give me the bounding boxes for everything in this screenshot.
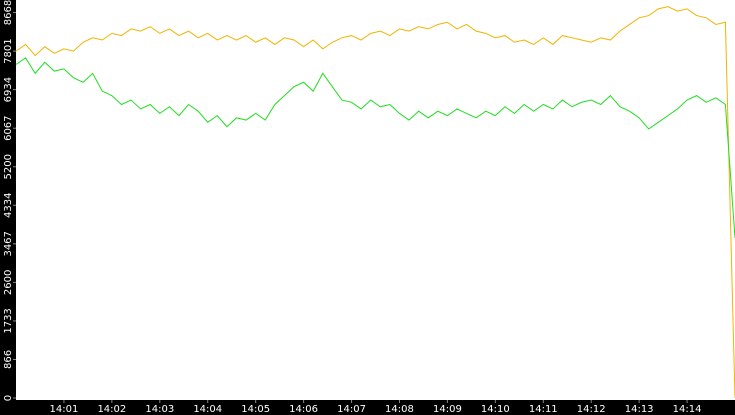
y-tick-label: 0 — [3, 395, 14, 401]
series-line — [15, 6, 735, 399]
x-tick-label: 14:06 — [289, 404, 318, 415]
y-tick-label: 866 — [3, 350, 14, 369]
y-tick-label: 2600 — [3, 270, 14, 295]
y-tick-label: 3467 — [3, 231, 14, 256]
x-tick-label: 14:11 — [529, 404, 558, 415]
plot-area — [16, 0, 735, 400]
x-tick-label: 14:02 — [97, 404, 126, 415]
x-tick-label: 14:07 — [337, 404, 366, 415]
x-axis-band — [0, 400, 735, 415]
x-tick-label: 14:09 — [433, 404, 462, 415]
x-tick-label: 14:10 — [481, 404, 510, 415]
y-tick-label: 8668 — [3, 0, 14, 25]
y-tick-label: 7801 — [3, 38, 14, 63]
x-tick-label: 14:04 — [193, 404, 222, 415]
x-tick-label: 14:13 — [625, 404, 654, 415]
x-tick-label: 14:03 — [145, 404, 174, 415]
series-line — [15, 57, 735, 238]
y-axis-band — [0, 0, 16, 415]
x-tick-label: 14:14 — [673, 404, 702, 415]
y-tick-label: 6934 — [3, 77, 14, 102]
y-tick-label: 4334 — [3, 193, 14, 218]
x-tick-label: 14:08 — [385, 404, 414, 415]
y-tick-label: 1733 — [3, 308, 14, 333]
y-tick-label: 5200 — [3, 154, 14, 179]
y-tick-label: 6067 — [3, 115, 14, 140]
x-tick-label: 14:05 — [241, 404, 270, 415]
x-tick-label: 14:12 — [577, 404, 606, 415]
x-tick-label: 14:01 — [50, 404, 79, 415]
